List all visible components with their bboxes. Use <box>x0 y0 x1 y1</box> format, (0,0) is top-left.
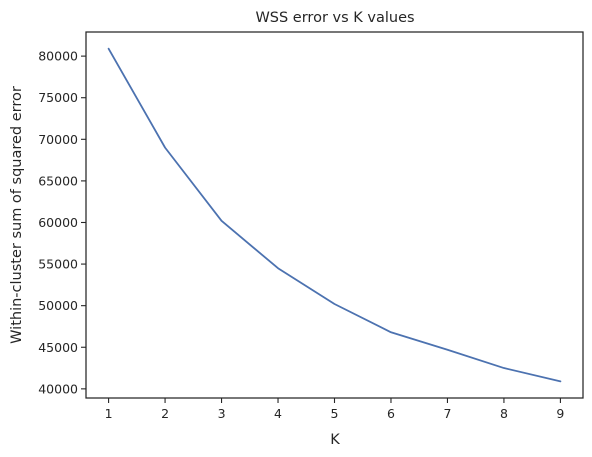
plot-series <box>107 47 562 383</box>
y-tick-label: 55000 <box>38 257 78 272</box>
y-tick-label: 75000 <box>38 90 78 105</box>
y-tick-label: 70000 <box>38 132 78 147</box>
y-tick-label: 40000 <box>38 381 78 396</box>
x-tick-label: 1 <box>105 406 113 421</box>
x-tick-label: 6 <box>387 406 395 421</box>
y-axis: 40000 45000 50000 55000 60000 65000 70000 75000… <box>38 49 86 396</box>
x-axis: 1 2 3 4 5 6 7 8 9 <box>105 398 564 421</box>
chart-title: WSS error vs K values <box>255 10 414 26</box>
y-tick-label: 50000 <box>38 298 78 313</box>
y-tick-label: 80000 <box>38 49 78 64</box>
y-tick-label: 65000 <box>38 173 78 188</box>
y-tick-label: 60000 <box>38 215 78 230</box>
x-tick-label: 7 <box>443 406 451 421</box>
x-tick-label: 5 <box>331 406 339 421</box>
y-axis-label: Within-cluster sum of squared error <box>9 86 25 344</box>
x-tick-label: 3 <box>218 406 226 421</box>
wss-series-line <box>107 47 562 383</box>
plot-frame <box>85 31 584 399</box>
x-axis-label: K <box>330 432 340 448</box>
x-tick-label: 8 <box>500 406 508 421</box>
y-tick-label: 45000 <box>38 340 78 355</box>
x-tick-label: 2 <box>161 406 169 421</box>
x-tick-label: 9 <box>556 406 564 421</box>
x-tick-label: 4 <box>274 406 282 421</box>
